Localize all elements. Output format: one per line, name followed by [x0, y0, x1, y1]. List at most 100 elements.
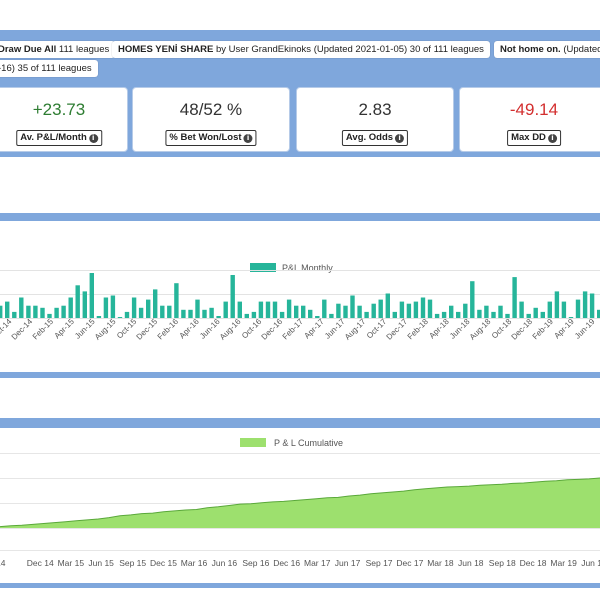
stat-label[interactable]: Max DD i [507, 130, 561, 146]
bar [230, 275, 235, 318]
bar [82, 291, 87, 318]
bar [138, 307, 144, 318]
x-tick-label: Mar 19 [550, 558, 577, 568]
bar [237, 301, 242, 318]
bar [456, 311, 461, 318]
bar [540, 311, 545, 318]
x-tick-label: Sep 15 [119, 558, 146, 568]
x-tick-label: Dec-15 [135, 317, 160, 342]
info-icon[interactable]: i [547, 134, 557, 143]
bar [491, 311, 496, 318]
legend-swatch [240, 438, 266, 447]
monthly-chart-container: P&L Monthly Oct-14 Dec-14 Feb-15 Apr-15 Jun-1… [0, 221, 600, 372]
bar [364, 311, 369, 318]
stat-label[interactable]: Av. P&L/Month i [16, 130, 102, 146]
system-tag-name: Not home on. [500, 44, 561, 55]
x-tick-label: Mar 16 [181, 558, 208, 568]
bar [89, 273, 94, 318]
bar [357, 305, 362, 318]
bar [399, 301, 405, 318]
bar [75, 285, 80, 318]
system-tag[interactable]: Not home on. (Updated [494, 41, 600, 58]
x-tick-label: Jun 17 [335, 558, 361, 568]
bar [406, 303, 412, 318]
bar [286, 299, 292, 318]
stat-card-avg-odds: 2.83 Avg. Odds i [296, 87, 454, 152]
x-tick-label: Sep 16 [242, 558, 269, 568]
info-icon[interactable]: i [88, 134, 98, 143]
x-tick-label: Apr-19 [552, 317, 576, 341]
bar [244, 313, 249, 318]
x-tick-label: Dec-14 [10, 317, 35, 342]
x-tick-label: Jun 15 [88, 558, 114, 568]
bar [512, 277, 517, 318]
stat-label-text: Max DD [511, 132, 546, 143]
bar [68, 297, 73, 318]
bar [19, 297, 24, 318]
stat-label[interactable]: Avg. Odds i [341, 130, 409, 146]
x-tick-label: Dec 15 [150, 558, 177, 568]
bar [251, 311, 257, 318]
bar [597, 309, 600, 318]
x-tick-label: Dec-17 [385, 317, 410, 342]
x-tick-label: Jun 19 [581, 558, 600, 568]
x-tick-label: Dec 17 [396, 558, 423, 568]
bar [554, 291, 560, 318]
bar [12, 311, 17, 318]
x-tick-label: Aug-15 [93, 317, 118, 342]
system-tag-detail: by User GrandEkinoks (Updated 2021-01-05… [213, 44, 484, 55]
bar [308, 309, 313, 318]
system-tag-detail: (Updated [560, 44, 600, 55]
x-tick-label: 14 [0, 558, 6, 568]
x-tick-label: Apr-17 [302, 317, 326, 341]
stat-label[interactable]: % Bet Won/Lost i [165, 130, 257, 146]
system-tag[interactable]: -16) 35 of 111 leagues [0, 60, 98, 77]
bar [575, 299, 581, 318]
x-tick-label: Mar 17 [304, 558, 331, 568]
bar [26, 305, 31, 318]
system-tag[interactable]: HOMES YENİ SHARE by User GrandEkinoks (U… [112, 41, 490, 58]
bar [279, 311, 285, 318]
stat-value: -49.14 [509, 100, 559, 119]
bar [265, 301, 271, 318]
info-icon[interactable]: i [243, 134, 253, 143]
x-tick-label: Feb-15 [31, 317, 56, 342]
bar [413, 301, 419, 318]
bar [103, 297, 109, 318]
bar [463, 303, 468, 318]
bar [378, 299, 383, 318]
bar [371, 303, 376, 318]
x-tick-label: Jun 16 [212, 558, 238, 568]
bar [124, 311, 130, 318]
bar [385, 293, 390, 318]
bar [153, 289, 158, 318]
bar [392, 311, 397, 318]
x-tick-label: Jun-19 [573, 317, 597, 341]
bar [315, 316, 320, 318]
info-icon[interactable]: i [395, 134, 405, 143]
bar [470, 281, 475, 318]
bar [272, 301, 278, 318]
x-tick-label: Apr-16 [178, 317, 202, 341]
x-tick-label: Sep 17 [366, 558, 393, 568]
bar [343, 305, 348, 318]
bar [0, 305, 3, 318]
pl-monthly-chart: P&L MonthlyOct-14Dec-14Feb-15Apr-15Jun-1… [0, 263, 600, 342]
x-tick-label: Sep 18 [489, 558, 516, 568]
system-tag-name: Draw Due All [0, 44, 57, 55]
system-tag[interactable]: Draw Due All 111 leagues [0, 41, 116, 58]
bar [258, 301, 264, 318]
bar [202, 309, 207, 318]
bar [40, 307, 45, 318]
cumulative-line [0, 477, 600, 528]
bar [505, 313, 510, 318]
stat-label-text: % Bet Won/Lost [169, 132, 242, 143]
bar [110, 295, 116, 318]
stat-label-text: Avg. Odds [345, 132, 394, 143]
bar [477, 309, 482, 318]
bar [33, 305, 38, 318]
bar [195, 299, 200, 318]
cumulative-area [0, 478, 600, 528]
x-tick-label: Apr-15 [53, 317, 77, 341]
